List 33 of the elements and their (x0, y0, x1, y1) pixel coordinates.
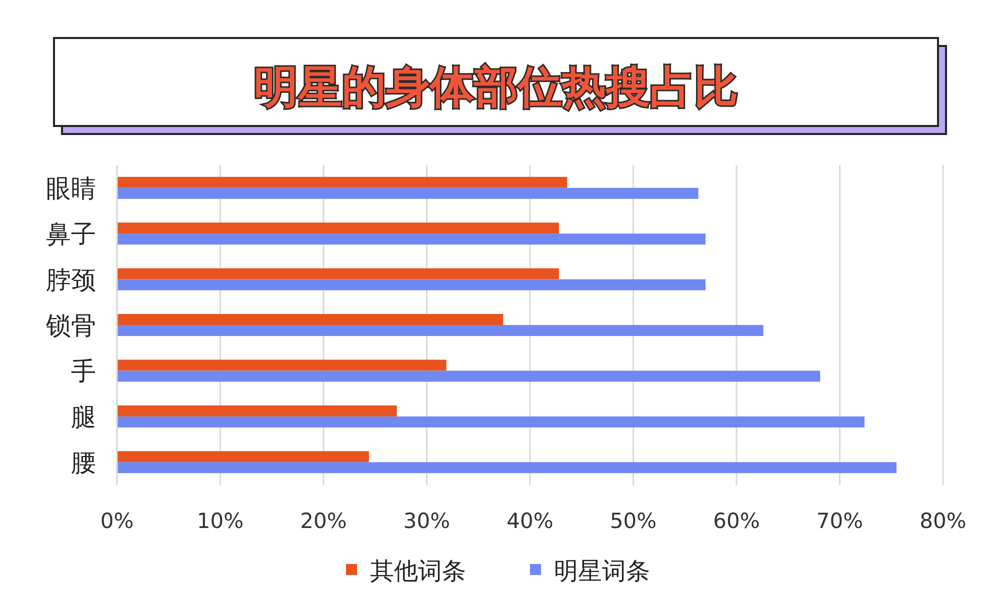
bar (117, 188, 698, 199)
bar (117, 325, 764, 336)
y-tick-label: 鼻子 (46, 220, 96, 249)
bar (117, 416, 865, 428)
bar (117, 360, 446, 371)
bar (117, 268, 559, 280)
x-tick-label: 70% (816, 509, 864, 533)
bar (117, 370, 820, 382)
x-tick-label: 30% (403, 509, 450, 533)
x-tick-label: 60% (713, 509, 760, 533)
x-tick-label: 50% (610, 509, 657, 533)
legend-label: 其他词条 (370, 557, 466, 585)
legend-label: 明星词条 (554, 557, 650, 585)
bar (117, 279, 706, 290)
x-tick-label: 80% (920, 509, 966, 533)
x-tick-label: 20% (300, 509, 347, 533)
bar (117, 222, 559, 234)
chart-title: 明星的身体部位热搜占比 (254, 62, 738, 113)
x-tick-label: 40% (506, 509, 554, 533)
y-tick-label: 腿 (71, 402, 96, 432)
x-tick-label: 0% (100, 509, 134, 533)
bar (117, 314, 504, 325)
bar (117, 405, 397, 416)
y-tick-label: 手 (71, 356, 96, 386)
y-tick-label: 腰 (71, 448, 96, 478)
bar (117, 176, 568, 188)
bar (117, 451, 369, 462)
bar (117, 462, 897, 474)
y-tick-label: 锁骨 (45, 311, 96, 340)
y-tick-label: 眼睛 (46, 174, 96, 203)
bar (117, 234, 706, 245)
y-tick-label: 脖颈 (46, 265, 96, 294)
x-tick-label: 10% (196, 509, 244, 533)
